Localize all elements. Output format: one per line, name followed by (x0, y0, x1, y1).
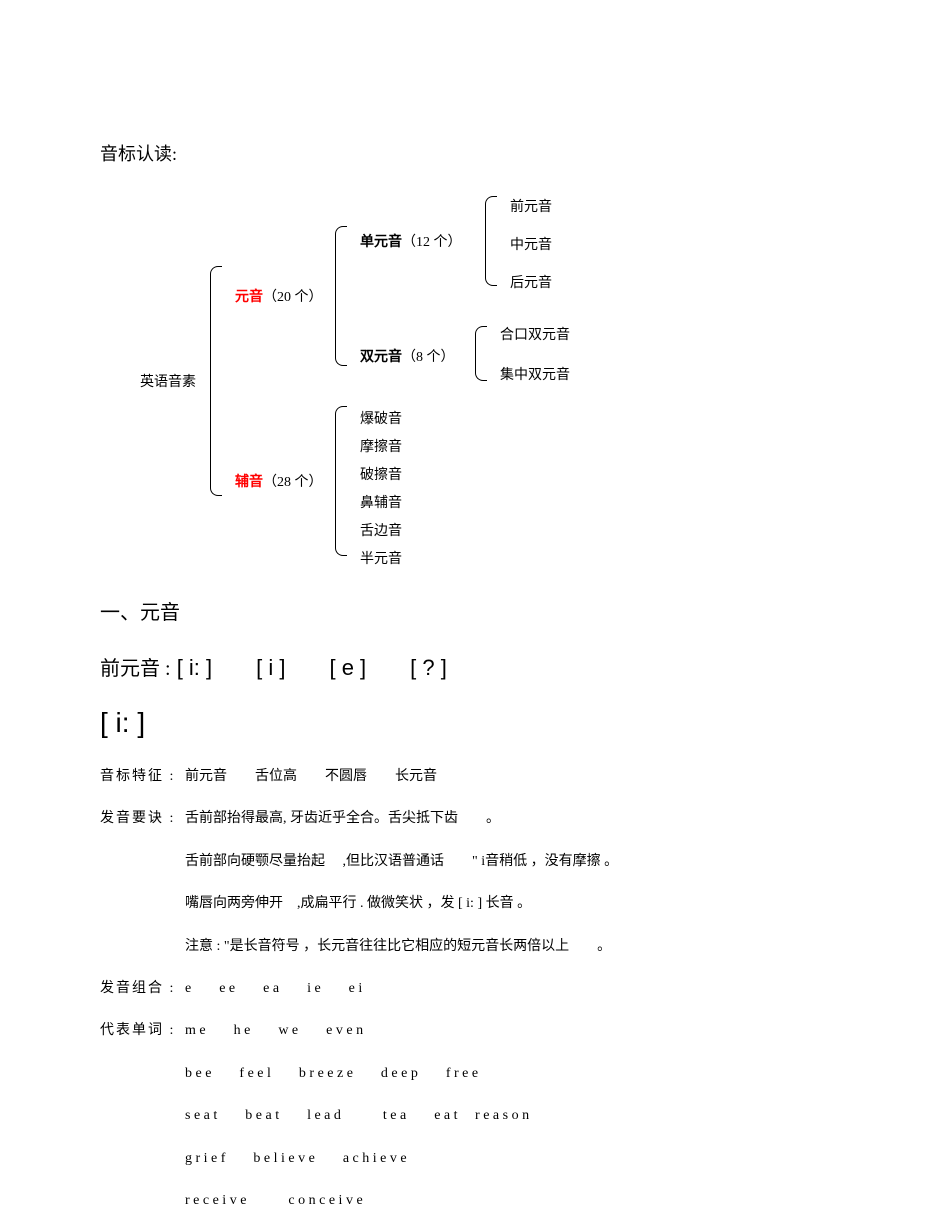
combo-row: 发音组合 : e e e e a i e e i (100, 971, 850, 1007)
brace-consonant (335, 406, 347, 556)
tips-row: 发音要诀 : 舌前部抬得最高, 牙齿近乎全合。舌尖抵下齿 。 (100, 801, 850, 837)
diph-label: 双元音 (360, 350, 402, 365)
front-vowel-symbols: [ i: ] [ i ] [ e ] [ ? ] (177, 655, 447, 680)
mono-child-2: 后元音 (510, 272, 552, 292)
tree-diph: 双元音（8 个） (360, 346, 455, 366)
vowel-label: 元音 (235, 290, 263, 305)
current-phoneme: [ i: ] (100, 707, 850, 739)
cons-child-4: 舌边音 (360, 520, 402, 540)
brace-root (210, 266, 222, 496)
words-label: 代表单词 : (100, 1013, 185, 1049)
section-heading: 一、元音 (100, 596, 850, 625)
feature-label: 音标特征 : (100, 759, 185, 795)
feature-row: 音标特征 : 前元音 舌位高 不圆唇 长元音 (100, 759, 850, 795)
tree-mono: 单元音（12 个） (360, 231, 462, 251)
cons-child-0: 爆破音 (360, 408, 402, 428)
tips-line-2: 嘴唇向两旁伸开 ,成扁平行 . 做微笑状 ，发 [ i: ] 长音 。 (185, 886, 850, 922)
feature-content: 前元音 舌位高 不圆唇 长元音 (185, 759, 850, 795)
mono-child-1: 中元音 (510, 234, 552, 254)
words-line-0: m e h e w e e v e n (185, 1013, 850, 1049)
front-vowel-line: 前元音 : [ i: ] [ i ] [ e ] [ ? ] (100, 650, 850, 682)
vowel-count: （20 个） (263, 290, 323, 305)
diph-count: （8 个） (402, 350, 455, 365)
combo-label: 发音组合 : (100, 971, 185, 1007)
cons-child-2: 破擦音 (360, 464, 402, 484)
diph-child-0: 合口双元音 (500, 324, 570, 344)
cons-child-1: 摩擦音 (360, 436, 402, 456)
mono-label: 单元音 (360, 235, 402, 250)
tips-line-3: 注意 : "是长音符号 ，长元音往往比它相应的短元音长两倍以上 。 (185, 929, 850, 965)
tips-label: 发音要诀 : (100, 801, 185, 837)
diph-child-1: 集中双元音 (500, 364, 570, 384)
page-title: 音标认读: (100, 140, 850, 166)
mono-count: （12 个） (402, 235, 462, 250)
tree-root: 英语音素 (140, 371, 196, 391)
phoneme-tree-diagram: 英语音素 元音（20 个） 辅音（28 个） 单元音（12 个） 前元音 中元音… (140, 196, 740, 576)
words-line-2: s e a t b e a t l e a d t e a e a t r e … (185, 1098, 850, 1134)
words-row: 代表单词 : m e h e w e e v e n (100, 1013, 850, 1049)
cons-child-3: 鼻辅音 (360, 492, 402, 512)
consonant-count: （28 个） (263, 475, 323, 490)
words-line-4: r e c e i v e c o n c e i v e (185, 1183, 850, 1219)
tree-consonant: 辅音（28 个） (235, 471, 323, 491)
consonant-label: 辅音 (235, 475, 263, 490)
tips-line-0: 舌前部抬得最高, 牙齿近乎全合。舌尖抵下齿 。 (185, 801, 850, 837)
combo-content: e e e e a i e e i (185, 971, 850, 1007)
mono-child-0: 前元音 (510, 196, 552, 216)
words-line-3: g r i e f b e l i e v e a c h i e v e (185, 1141, 850, 1177)
detail-block: 音标特征 : 前元音 舌位高 不圆唇 长元音 发音要诀 : 舌前部抬得最高, 牙… (100, 759, 850, 1219)
front-vowel-label: 前元音 : (100, 658, 171, 680)
tree-vowel: 元音（20 个） (235, 286, 323, 306)
cons-child-5: 半元音 (360, 548, 402, 568)
words-line-1: b e e f e e l b r e e z e d e e p f r e … (185, 1056, 850, 1092)
brace-mono (485, 196, 497, 286)
tips-line-1: 舌前部向硬颚尽量抬起 ,但比汉语普通话 " i音稍低 ，没有摩擦 。 (185, 844, 850, 880)
brace-diph (475, 326, 487, 381)
brace-vowel (335, 226, 347, 366)
